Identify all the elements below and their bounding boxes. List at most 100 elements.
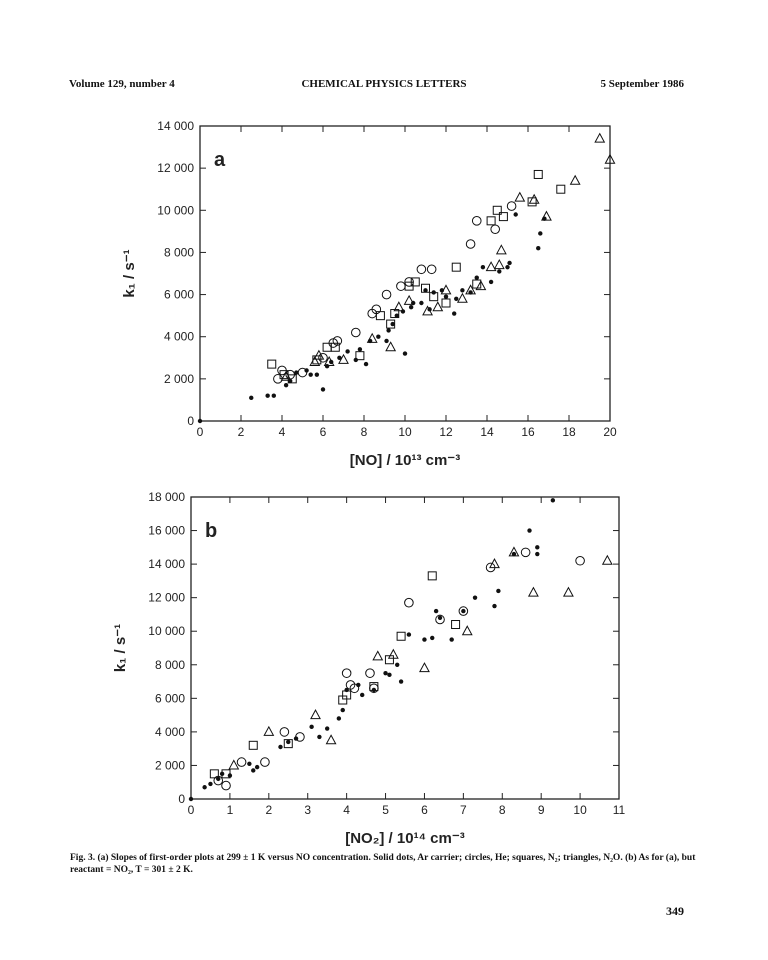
point-dot-ar [474,275,479,280]
point-dot-ar [308,372,313,377]
point-dot-ar [384,338,389,344]
point-circle-he [575,555,585,566]
point-dot-ar [406,632,412,637]
running-header-date: 5 September 1986 [600,78,684,90]
point-circle-he [318,352,328,363]
point-triangle-n2o [419,662,430,673]
point-circle-he [471,216,482,226]
point-square-n2 [429,292,439,302]
y-tick-label: 14 000 [157,119,194,133]
point-circle-he [426,264,437,275]
point-square-n2 [451,262,461,272]
point-triangle-n2o [461,625,473,636]
point-circle-he [365,668,375,678]
point-triangle-n2o [280,370,292,381]
point-dot-ar [398,679,404,684]
point-triangle-n2o [366,332,378,343]
point-square-n2 [498,212,508,222]
point-square-n2 [342,690,352,700]
point-triangle-n2o [228,759,240,770]
x-tick-label: 12 [439,425,453,439]
point-dot-ar [320,387,326,392]
point-dot-ar [265,393,270,398]
point-circle-he [404,597,414,608]
point-circle-he [506,201,517,211]
point-triangle-n2o [604,153,616,164]
point-dot-ar [449,637,454,642]
point-triangle-n2o [403,294,415,305]
point-dot-ar [492,603,497,609]
x-tick-label: 0 [197,425,204,439]
point-square-n2 [209,769,219,779]
point-triangle-n2o [323,355,335,366]
point-square-n2 [486,216,496,226]
point-square-n2 [283,739,293,749]
x-tick-label: 14 [480,425,494,439]
panel-label: b [205,520,217,542]
point-dot-ar [430,635,435,641]
point-dot-ar [550,498,556,503]
figure-caption: Fig. 3. (a) Slopes of first-order plots … [70,853,696,875]
point-triangle-n2o [594,132,606,143]
y-tick-label: 8 000 [164,245,194,259]
point-dot-ar [527,528,532,533]
point-triangle-n2o [465,284,477,295]
y-tick-label: 12 000 [157,161,194,175]
y-tick-label: 8 000 [155,658,185,672]
point-dot-ar [202,785,207,790]
point-dot-ar [535,551,540,557]
point-circle-he [520,547,531,558]
x-tick-label: 5 [382,803,389,817]
figure-3b-scatter-plot: 0 1 2 3 4 5 6 7 8 9 10 11 0 2 000 4 000 6 000 8 000 10 00… [112,490,626,847]
point-circle-he [260,757,270,767]
point-dot-ar [386,328,391,333]
point-dot-ar [383,670,388,676]
point-triangle-n2o [422,305,433,316]
point-square-n2 [369,682,379,692]
point-dot-ar [390,321,395,327]
y-tick-label: 2 000 [164,372,194,386]
point-triangle-n2o [493,259,505,270]
point-dot-ar [254,764,260,770]
point-triangle-n2o [456,292,468,303]
point-square-n2 [267,359,277,369]
point-dot-ar [251,768,256,773]
x-tick-label: 6 [421,803,428,817]
running-header-volume: Volume 129, number 4 [69,78,175,90]
point-dot-ar [337,355,342,360]
point-square-n2 [322,342,332,352]
point-triangle-n2o [541,210,552,221]
point-circle-he [349,683,360,694]
point-square-n2 [287,374,297,384]
x-axis-title: [NO₂] / 10¹⁴ cm⁻³ [345,830,465,847]
point-circle-he [351,327,361,338]
point-circle-he [341,668,352,678]
point-circle-he [396,281,406,291]
point-square-n2 [410,277,420,287]
y-axis-title: k₁ / s⁻¹ [112,624,129,672]
point-triangle-n2o [393,301,405,312]
x-tick-label: 10 [398,425,412,439]
point-triangle-n2o [527,586,539,597]
point-square-n2 [533,169,543,179]
point-triangle-n2o [310,709,321,720]
point-dot-ar [371,687,377,693]
y-tick-label: 4 000 [164,330,194,344]
point-dot-ar [443,294,449,299]
x-tick-label: 2 [265,803,272,817]
point-circle-he [279,727,290,737]
x-tick-label: 9 [538,803,545,817]
point-square-n2 [427,571,437,581]
x-tick-label: 7 [460,803,467,817]
point-circle-he [295,732,305,742]
point-dot-ar [423,288,428,293]
point-square-n2 [221,769,231,779]
point-square-n2 [451,620,461,630]
y-tick-label: 18 000 [148,490,185,504]
point-circle-he [297,367,308,378]
x-tick-label: 4 [343,803,350,817]
point-circle-he [435,614,445,625]
point-dot-ar [395,662,400,667]
figure-3a-scatter-plot: 0 2 4 6 8 10 12 14 16 18 20 0 2 000 4 000 6 000 8 000 10… [121,119,617,469]
point-dot-ar [197,418,203,424]
